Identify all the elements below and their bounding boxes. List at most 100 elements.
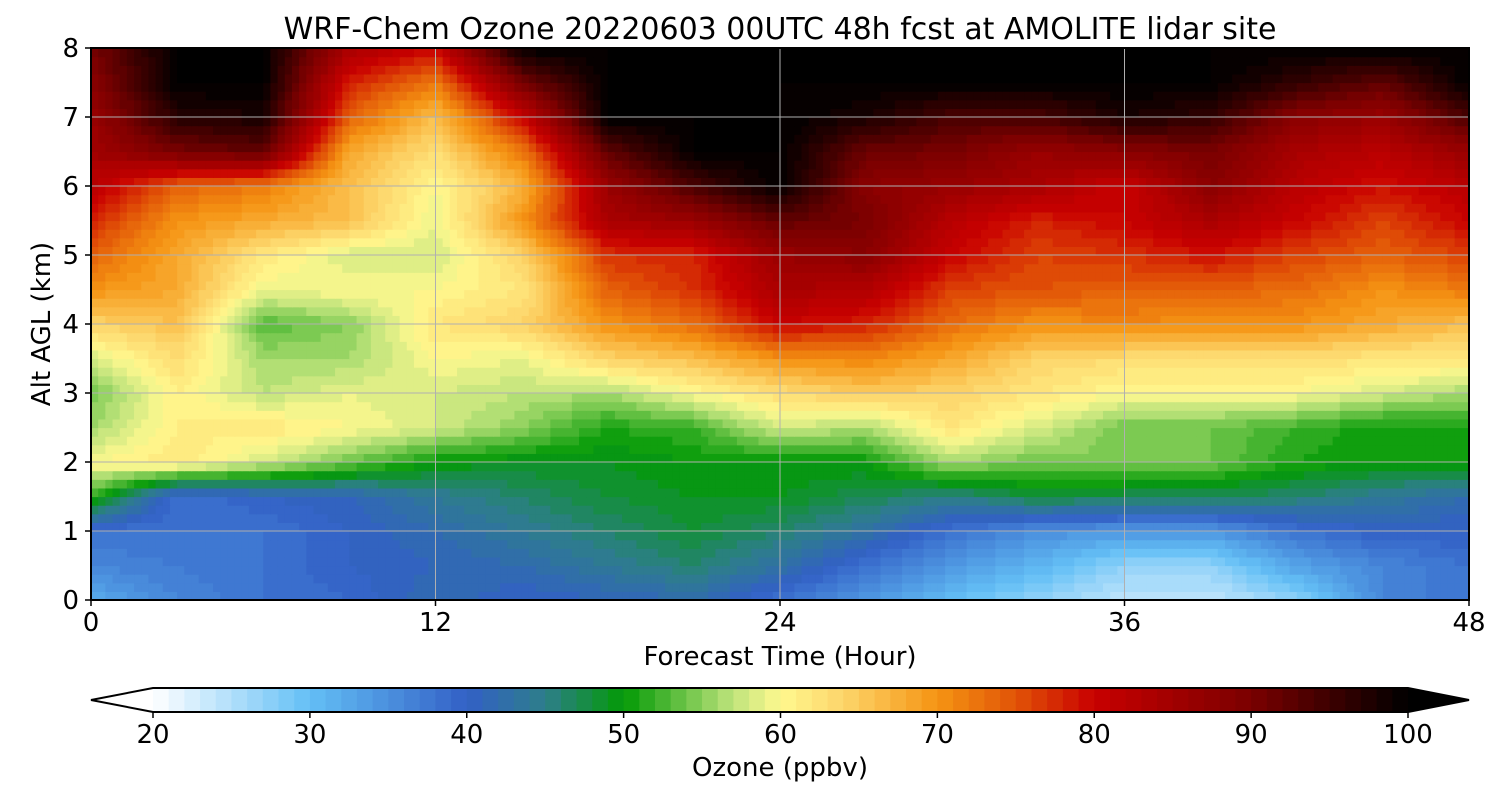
ozone-cell	[442, 453, 451, 463]
ozone-cell	[521, 401, 530, 411]
ozone-cell	[1138, 470, 1147, 480]
ozone-cell	[1224, 565, 1233, 575]
ozone-cell	[485, 418, 494, 429]
ozone-cell	[1102, 556, 1111, 567]
ozone-cell	[887, 444, 896, 454]
ozone-cell	[586, 539, 594, 549]
ozone-cell	[1016, 548, 1025, 558]
ozone-cell	[1024, 444, 1032, 454]
ozone-cell	[966, 470, 975, 480]
ozone-cell	[815, 539, 824, 549]
ozone-cell	[643, 393, 652, 403]
ozone-cell	[507, 539, 516, 549]
ozone-cell	[579, 384, 587, 394]
ozone-cell	[701, 582, 709, 592]
ozone-cell	[1174, 582, 1183, 592]
ozone-cell	[614, 539, 623, 549]
ozone-cell	[873, 470, 882, 480]
ozone-cell	[995, 548, 1004, 558]
ozone-cell	[1045, 436, 1054, 446]
ozone-cell	[844, 531, 853, 541]
ozone-cell	[1253, 462, 1262, 472]
ozone-cell	[607, 462, 616, 472]
ozone-cell	[1002, 410, 1011, 420]
ozone-cell	[988, 513, 996, 523]
ozone-cell	[1002, 556, 1011, 567]
ozone-cell	[765, 384, 774, 394]
ozone-cell	[1167, 574, 1176, 584]
ozone-cell	[306, 513, 315, 523]
ozone-cell	[894, 505, 903, 515]
ozone-cell	[1390, 513, 1398, 523]
ozone-cell	[1361, 531, 1370, 541]
ozone-cell	[722, 393, 731, 403]
ozone-cell	[600, 418, 609, 429]
ozone-cell	[571, 496, 580, 506]
ozone-cell	[744, 582, 752, 592]
ozone-cell	[586, 470, 594, 480]
ozone-cell	[471, 436, 480, 446]
ozone-cell	[715, 453, 724, 463]
ozone-cell	[858, 470, 867, 480]
ozone-cell	[155, 556, 164, 567]
ozone-cell	[413, 427, 422, 437]
ozone-cell	[571, 582, 580, 592]
ozone-cell	[543, 401, 551, 411]
ozone-cell	[736, 427, 745, 437]
ozone-cell	[148, 427, 157, 437]
ozone-cell	[1375, 487, 1384, 498]
ozone-cell	[1425, 479, 1434, 489]
ozone-cell	[191, 479, 200, 489]
ozone-cell	[191, 487, 200, 498]
ozone-cell	[1346, 427, 1355, 437]
ozone-cell	[1390, 436, 1398, 446]
ozone-cell	[1361, 505, 1370, 515]
ozone-cell	[823, 410, 831, 420]
ozone-cell	[1110, 505, 1118, 515]
ozone-cell	[722, 591, 731, 600]
ozone-cell	[1016, 384, 1025, 394]
ozone-cell	[1189, 513, 1197, 523]
ozone-cell	[1303, 539, 1312, 549]
ozone-cell	[1095, 410, 1104, 420]
ozone-cell	[1095, 436, 1104, 446]
ozone-cell	[1404, 410, 1413, 420]
ozone-cell	[1088, 591, 1097, 600]
ozone-cell	[672, 410, 681, 420]
ozone-cell	[686, 375, 695, 385]
ozone-cell	[528, 393, 537, 403]
ozone-cell	[392, 548, 401, 558]
ozone-cell	[248, 487, 257, 498]
ozone-cell	[1189, 453, 1197, 463]
ozone-cell	[327, 393, 336, 403]
ozone-cell	[1268, 479, 1276, 489]
ozone-cell	[428, 505, 437, 515]
ozone-cell	[543, 393, 551, 403]
ozone-cell	[1461, 444, 1469, 454]
ozone-cell	[1124, 591, 1133, 600]
ozone-cell	[1232, 574, 1240, 584]
ozone-cell	[837, 556, 846, 567]
ozone-cell	[141, 462, 150, 472]
ozone-cell	[464, 375, 472, 385]
ozone-cell	[1181, 470, 1190, 480]
ozone-cell	[1203, 393, 1212, 403]
ozone-cell	[227, 470, 236, 480]
ozone-cell	[1189, 556, 1197, 567]
ozone-cell	[485, 462, 494, 472]
ozone-cell	[1454, 582, 1463, 592]
ozone-cell	[844, 453, 853, 463]
ozone-cell	[1153, 410, 1161, 420]
ozone-cell	[571, 522, 580, 532]
ozone-cell	[607, 444, 616, 454]
ozone-cell	[564, 539, 573, 549]
ozone-cell	[1375, 418, 1384, 429]
ozone-cell	[1246, 436, 1255, 446]
ozone-cell	[1067, 522, 1075, 532]
ozone-cell	[701, 591, 709, 600]
ozone-cell	[141, 401, 150, 411]
ozone-cell	[851, 548, 860, 558]
ozone-cell	[134, 462, 142, 472]
ozone-cell	[370, 453, 379, 463]
ozone-cell	[1368, 591, 1377, 600]
